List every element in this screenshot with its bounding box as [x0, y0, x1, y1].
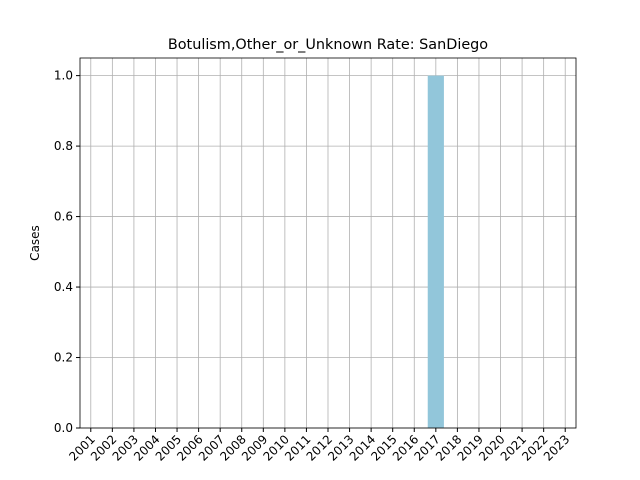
- y-tick-label: 0.8: [54, 139, 73, 153]
- chart-title: Botulism,Other_or_Unknown Rate: SanDiego: [168, 37, 488, 53]
- y-tick-label: 0.2: [54, 351, 73, 365]
- bar: [427, 75, 444, 428]
- y-tick-label: 0.0: [54, 421, 73, 435]
- y-tick-label: 0.4: [54, 280, 73, 294]
- plot-frame: [79, 57, 577, 429]
- y-axis-label: Cases: [28, 225, 42, 261]
- y-tick-label: 0.6: [54, 210, 73, 224]
- y-tick-label: 1.0: [54, 69, 73, 83]
